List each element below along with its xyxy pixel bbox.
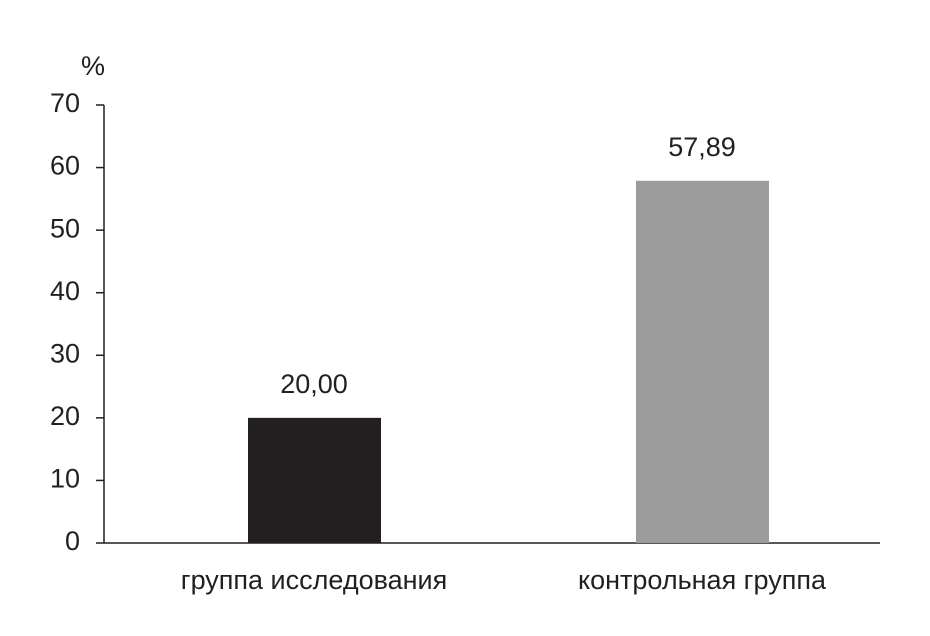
bar [636,180,769,544]
value-label: 20,00 [280,369,348,399]
x-tick-label: группа исследования [181,565,448,595]
y-tick-label: 50 [50,213,80,243]
value-label: 57,89 [668,132,736,162]
y-tick-label: 40 [50,276,80,306]
y-tick-label: 60 [50,151,80,181]
y-tick-label: 20 [50,401,80,431]
x-tick-label: контрольная группа [578,565,827,595]
y-tick-label: 70 [50,88,80,118]
y-axis-label: % [81,51,105,81]
y-tick-label: 0 [65,526,80,556]
y-tick-label: 30 [50,338,80,368]
bar [248,417,381,543]
y-tick-label: 10 [50,464,80,494]
